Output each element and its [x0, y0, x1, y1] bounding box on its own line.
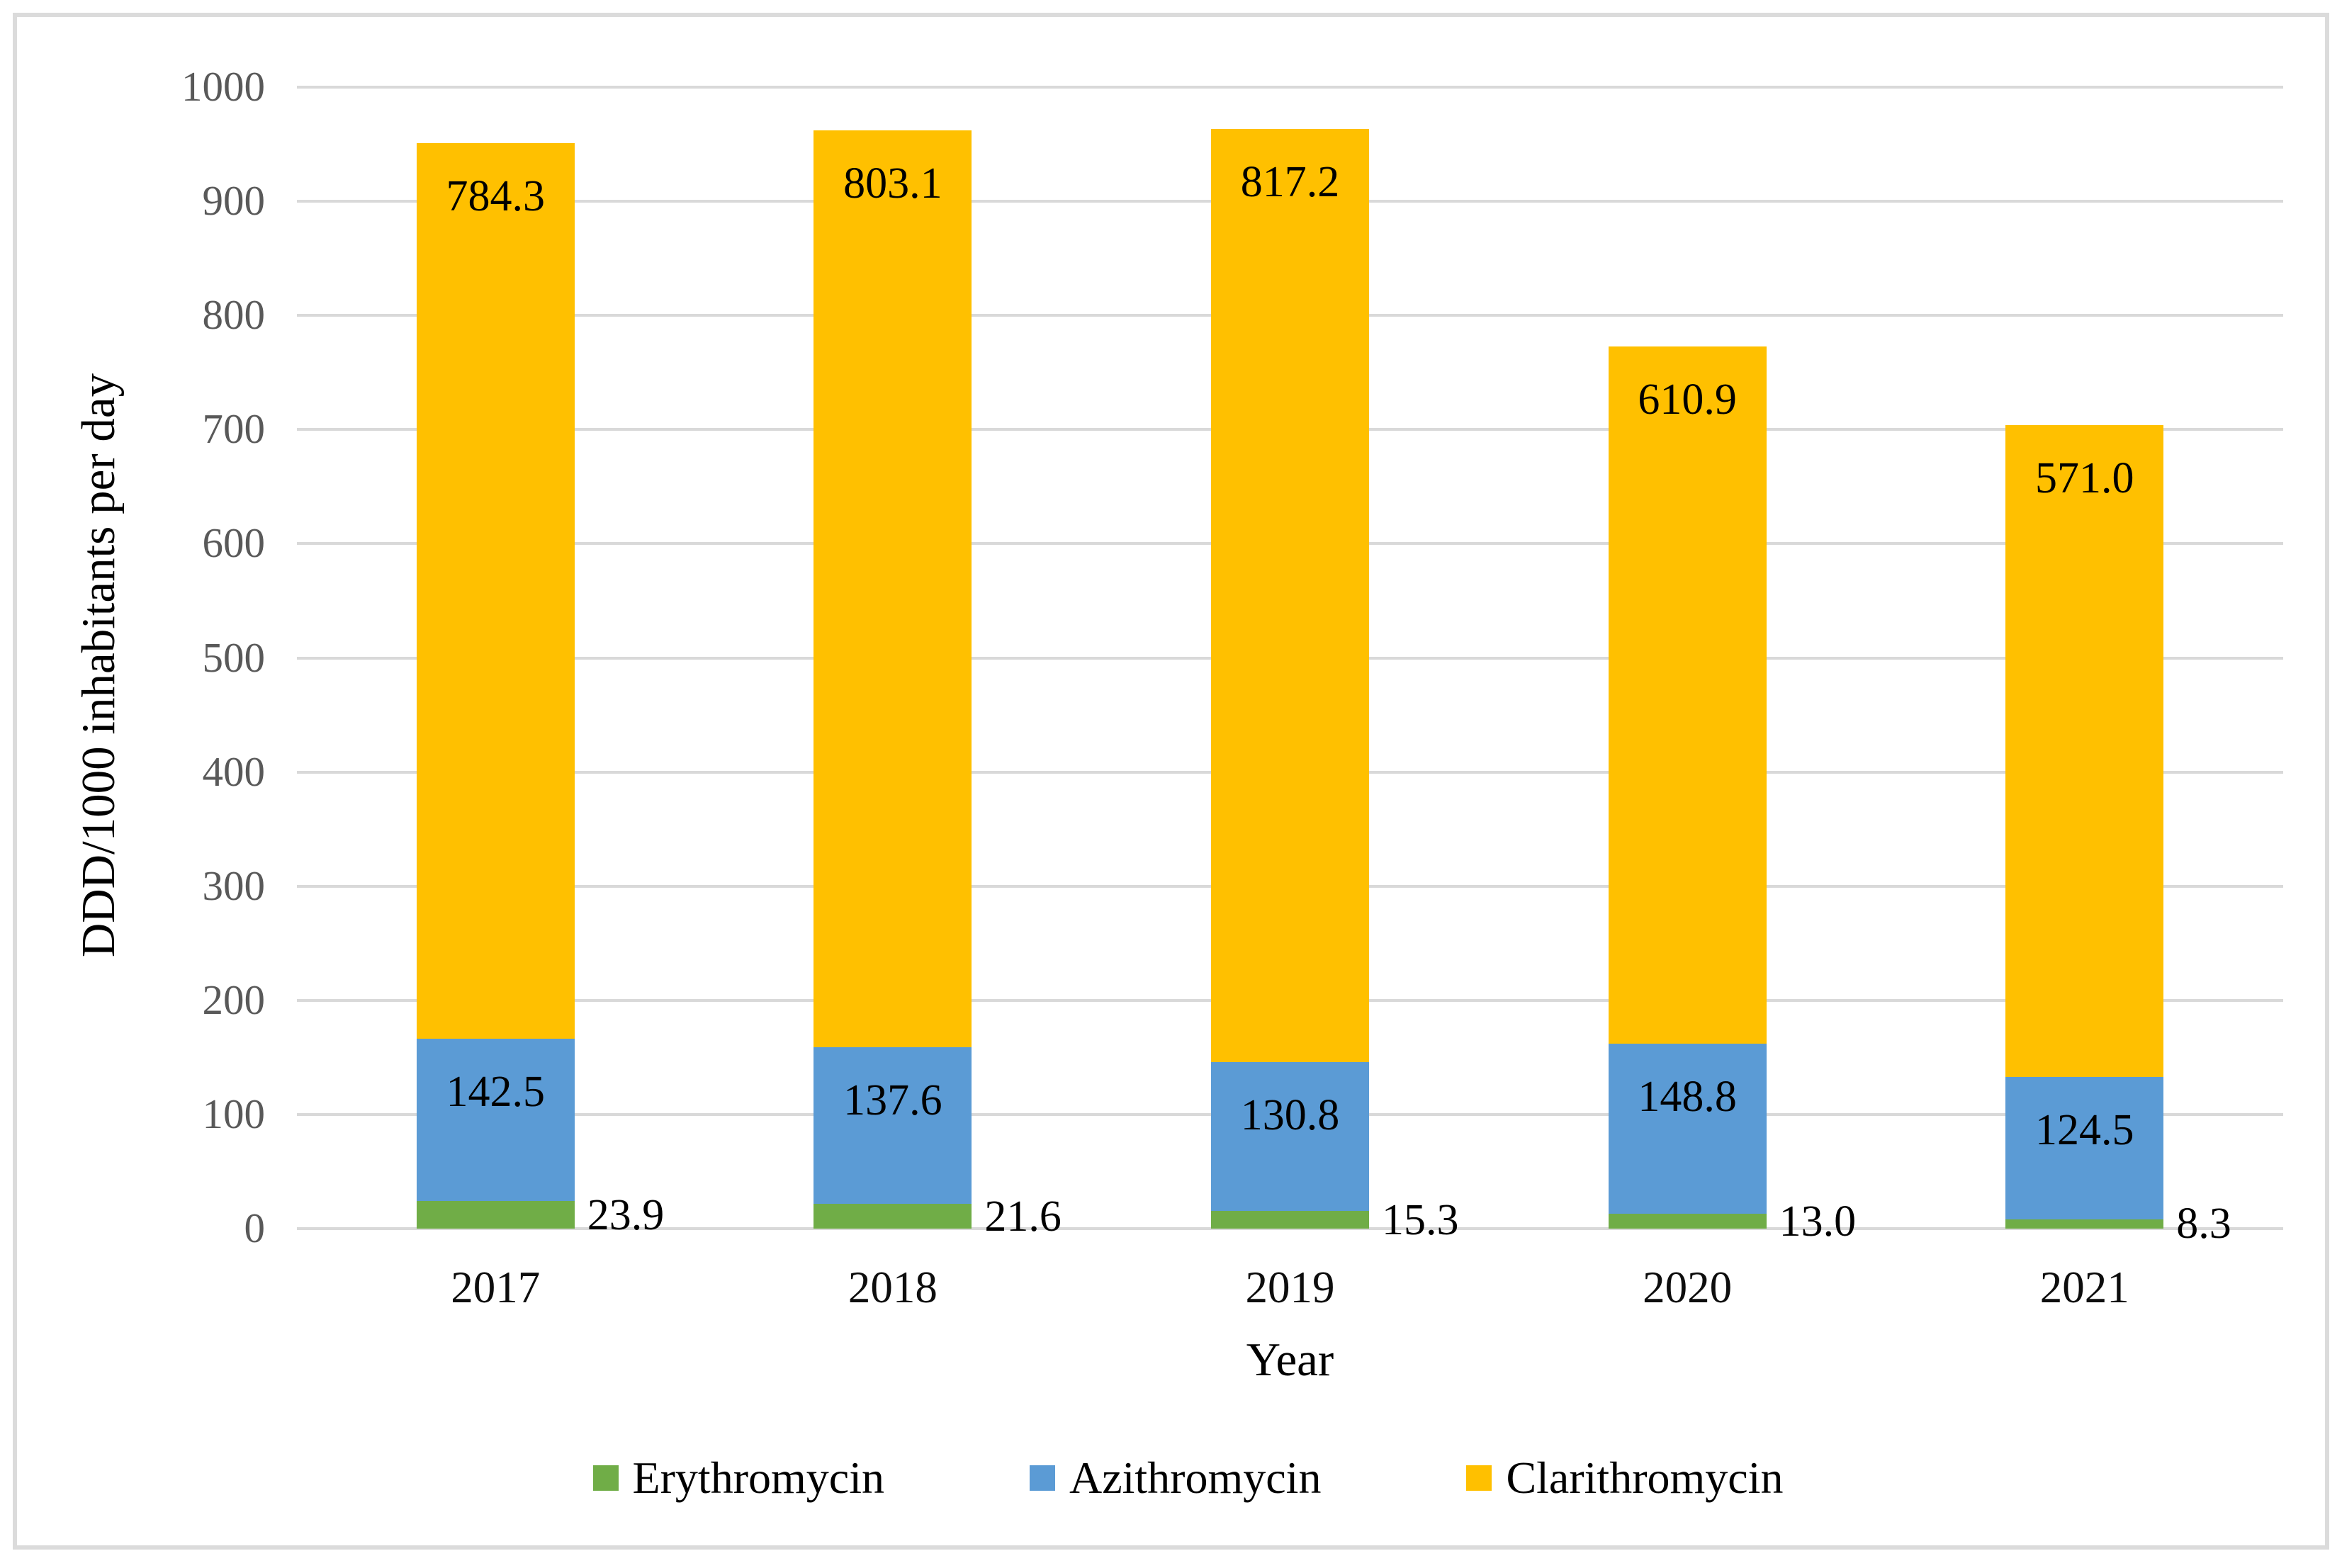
- legend-label: Erythromycin: [632, 1453, 884, 1503]
- data-label-clarithromycin-2017: 784.3: [446, 172, 546, 221]
- x-axis-title: Year: [1246, 1333, 1334, 1386]
- data-label-clarithromycin-2021: 571.0: [2034, 454, 2134, 503]
- legend-swatch-icon: [1029, 1465, 1055, 1491]
- y-tick-label-900: 900: [202, 177, 266, 225]
- gridline-1000: [297, 86, 2283, 89]
- bar-segment-azithromycin-2021: [2005, 1077, 2164, 1219]
- data-label-erythromycin-2020: 13.0: [1779, 1197, 1857, 1246]
- legend: Erythromycin Azithromycin Clarithromycin: [17, 1455, 2342, 1501]
- y-tick-label-1000: 1000: [181, 63, 265, 110]
- data-label-azithromycin-2019: 130.8: [1240, 1090, 1340, 1139]
- y-tick-label-400: 400: [202, 748, 266, 795]
- bar-segment-erythromycin-2017: [416, 1201, 575, 1229]
- x-tick-label-2018: 2018: [848, 1263, 938, 1312]
- legend-label: Azithromycin: [1069, 1453, 1322, 1503]
- figure-frame: 23.9 142.5 784.3 21.6 137.6 803.1 15.3 130.8 817…: [13, 13, 2329, 1550]
- bar-segment-erythromycin-2020: [1608, 1214, 1767, 1229]
- bar-segment-clarithromycin-2020: [1608, 346, 1767, 1044]
- gridline-0: [297, 1227, 2283, 1230]
- bar-segment-erythromycin-2019: [1211, 1211, 1369, 1229]
- bar-segment-azithromycin-2018: [813, 1047, 972, 1205]
- y-tick-label-300: 300: [202, 862, 266, 909]
- bar-segment-azithromycin-2020: [1608, 1044, 1767, 1214]
- y-tick-label-200: 200: [202, 976, 266, 1023]
- x-tick-label-2020: 2020: [1643, 1263, 1733, 1312]
- bar-segment-azithromycin-2019: [1211, 1061, 1369, 1212]
- data-label-clarithromycin-2020: 610.9: [1638, 376, 1737, 424]
- y-tick-label-100: 100: [202, 1090, 266, 1137]
- x-tick-label-2017: 2017: [451, 1263, 541, 1312]
- legend-item-azithromycin: Azithromycin: [1029, 1453, 1322, 1503]
- data-label-azithromycin-2021: 124.5: [2034, 1106, 2134, 1155]
- bar-segment-clarithromycin-2019: [1211, 129, 1369, 1062]
- legend-item-clarithromycin: Clarithromycin: [1466, 1455, 1783, 1501]
- bar-segment-clarithromycin-2017: [416, 143, 575, 1039]
- legend-label: Clarithromycin: [1506, 1453, 1784, 1503]
- data-label-erythromycin-2018: 21.6: [984, 1192, 1062, 1241]
- bar-segment-clarithromycin-2021: [2005, 425, 2164, 1078]
- y-tick-label-0: 0: [244, 1205, 266, 1251]
- bar-segment-azithromycin-2017: [416, 1038, 575, 1202]
- y-tick-label-700: 700: [202, 405, 266, 453]
- y-axis-title: DDD/1000 inhabitants per day: [72, 373, 125, 958]
- data-label-azithromycin-2020: 148.8: [1638, 1073, 1737, 1122]
- data-label-erythromycin-2021: 8.3: [2176, 1200, 2231, 1248]
- data-label-erythromycin-2017: 23.9: [587, 1190, 665, 1239]
- x-tick-label-2019: 2019: [1245, 1263, 1335, 1312]
- data-label-clarithromycin-2018: 803.1: [843, 159, 942, 208]
- y-tick-label-800: 800: [202, 291, 266, 339]
- bar-segment-erythromycin-2021: [2005, 1219, 2164, 1229]
- legend-swatch-icon: [592, 1465, 619, 1491]
- legend-item-erythromycin: Erythromycin: [592, 1453, 884, 1503]
- plot-area: 23.9 142.5 784.3 21.6 137.6 803.1 15.3 130.8 817…: [297, 86, 2283, 1246]
- y-tick-label-600: 600: [202, 519, 266, 567]
- y-tick-label-500: 500: [202, 633, 266, 681]
- x-tick-label-2021: 2021: [2039, 1263, 2129, 1312]
- data-label-erythromycin-2019: 15.3: [1382, 1195, 1459, 1244]
- bar-segment-erythromycin-2018: [813, 1204, 972, 1229]
- data-label-clarithromycin-2019: 817.2: [1240, 158, 1340, 207]
- data-label-azithromycin-2017: 142.5: [446, 1067, 546, 1116]
- legend-swatch-icon: [1466, 1465, 1492, 1491]
- data-label-azithromycin-2018: 137.6: [843, 1076, 942, 1124]
- bar-segment-clarithromycin-2018: [813, 130, 972, 1047]
